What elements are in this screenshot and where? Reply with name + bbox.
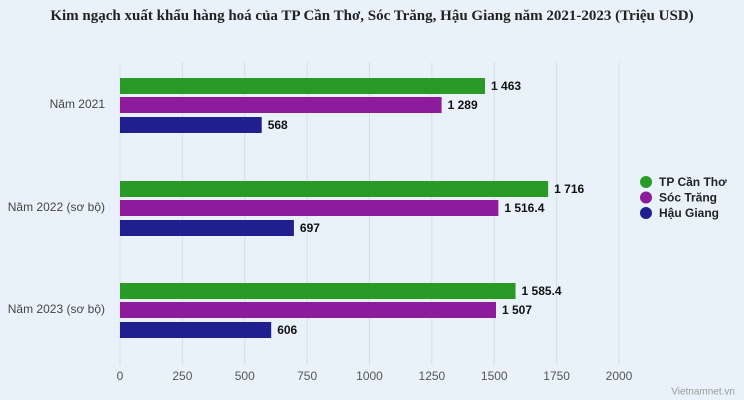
value-label: 1 585.4 <box>522 284 562 298</box>
bar <box>120 97 442 113</box>
legend-label: Hậu Giang <box>659 206 719 220</box>
legend-marker <box>640 191 652 204</box>
y-tick-label: Năm 2021 <box>50 97 106 111</box>
x-tick-label: 250 <box>172 369 192 383</box>
x-tick-label: 1750 <box>543 369 570 383</box>
legend-marker <box>640 207 652 219</box>
legend-label: Sóc Trăng <box>659 191 717 205</box>
value-label: 1 463 <box>491 79 521 93</box>
x-tick-label: 2000 <box>606 369 633 383</box>
bar <box>120 302 496 318</box>
value-label: 697 <box>300 221 320 235</box>
x-tick-label: 1500 <box>481 369 508 383</box>
bar <box>120 181 549 197</box>
bar <box>120 283 516 299</box>
bar <box>120 117 262 133</box>
x-tick-label: 1000 <box>356 369 383 383</box>
source: Vietnamnet.vn <box>671 387 735 398</box>
chart-title: Kim ngạch xuất khẩu hàng hoá của TP Cần … <box>50 8 694 24</box>
bar <box>120 78 486 94</box>
x-tick-label: 500 <box>235 369 255 383</box>
bar <box>120 200 499 216</box>
bar <box>120 220 294 236</box>
x-tick-label: 750 <box>297 369 317 383</box>
value-label: 1 507 <box>502 303 532 317</box>
legend-label: TP Cần Thơ <box>659 175 727 189</box>
bar <box>120 322 272 338</box>
value-label: 1 716 <box>554 182 584 196</box>
y-tick-label: Năm 2023 (sơ bộ) <box>8 302 105 316</box>
legend-marker <box>640 176 652 188</box>
x-tick-label: 0 <box>117 369 124 383</box>
value-label: 1 516.4 <box>504 201 544 215</box>
y-tick-label: Năm 2022 (sơ bộ) <box>8 200 105 214</box>
x-tick-label: 1250 <box>419 369 446 383</box>
value-label: 568 <box>268 118 288 132</box>
value-label: 1 289 <box>448 98 478 112</box>
value-label: 606 <box>277 323 297 337</box>
